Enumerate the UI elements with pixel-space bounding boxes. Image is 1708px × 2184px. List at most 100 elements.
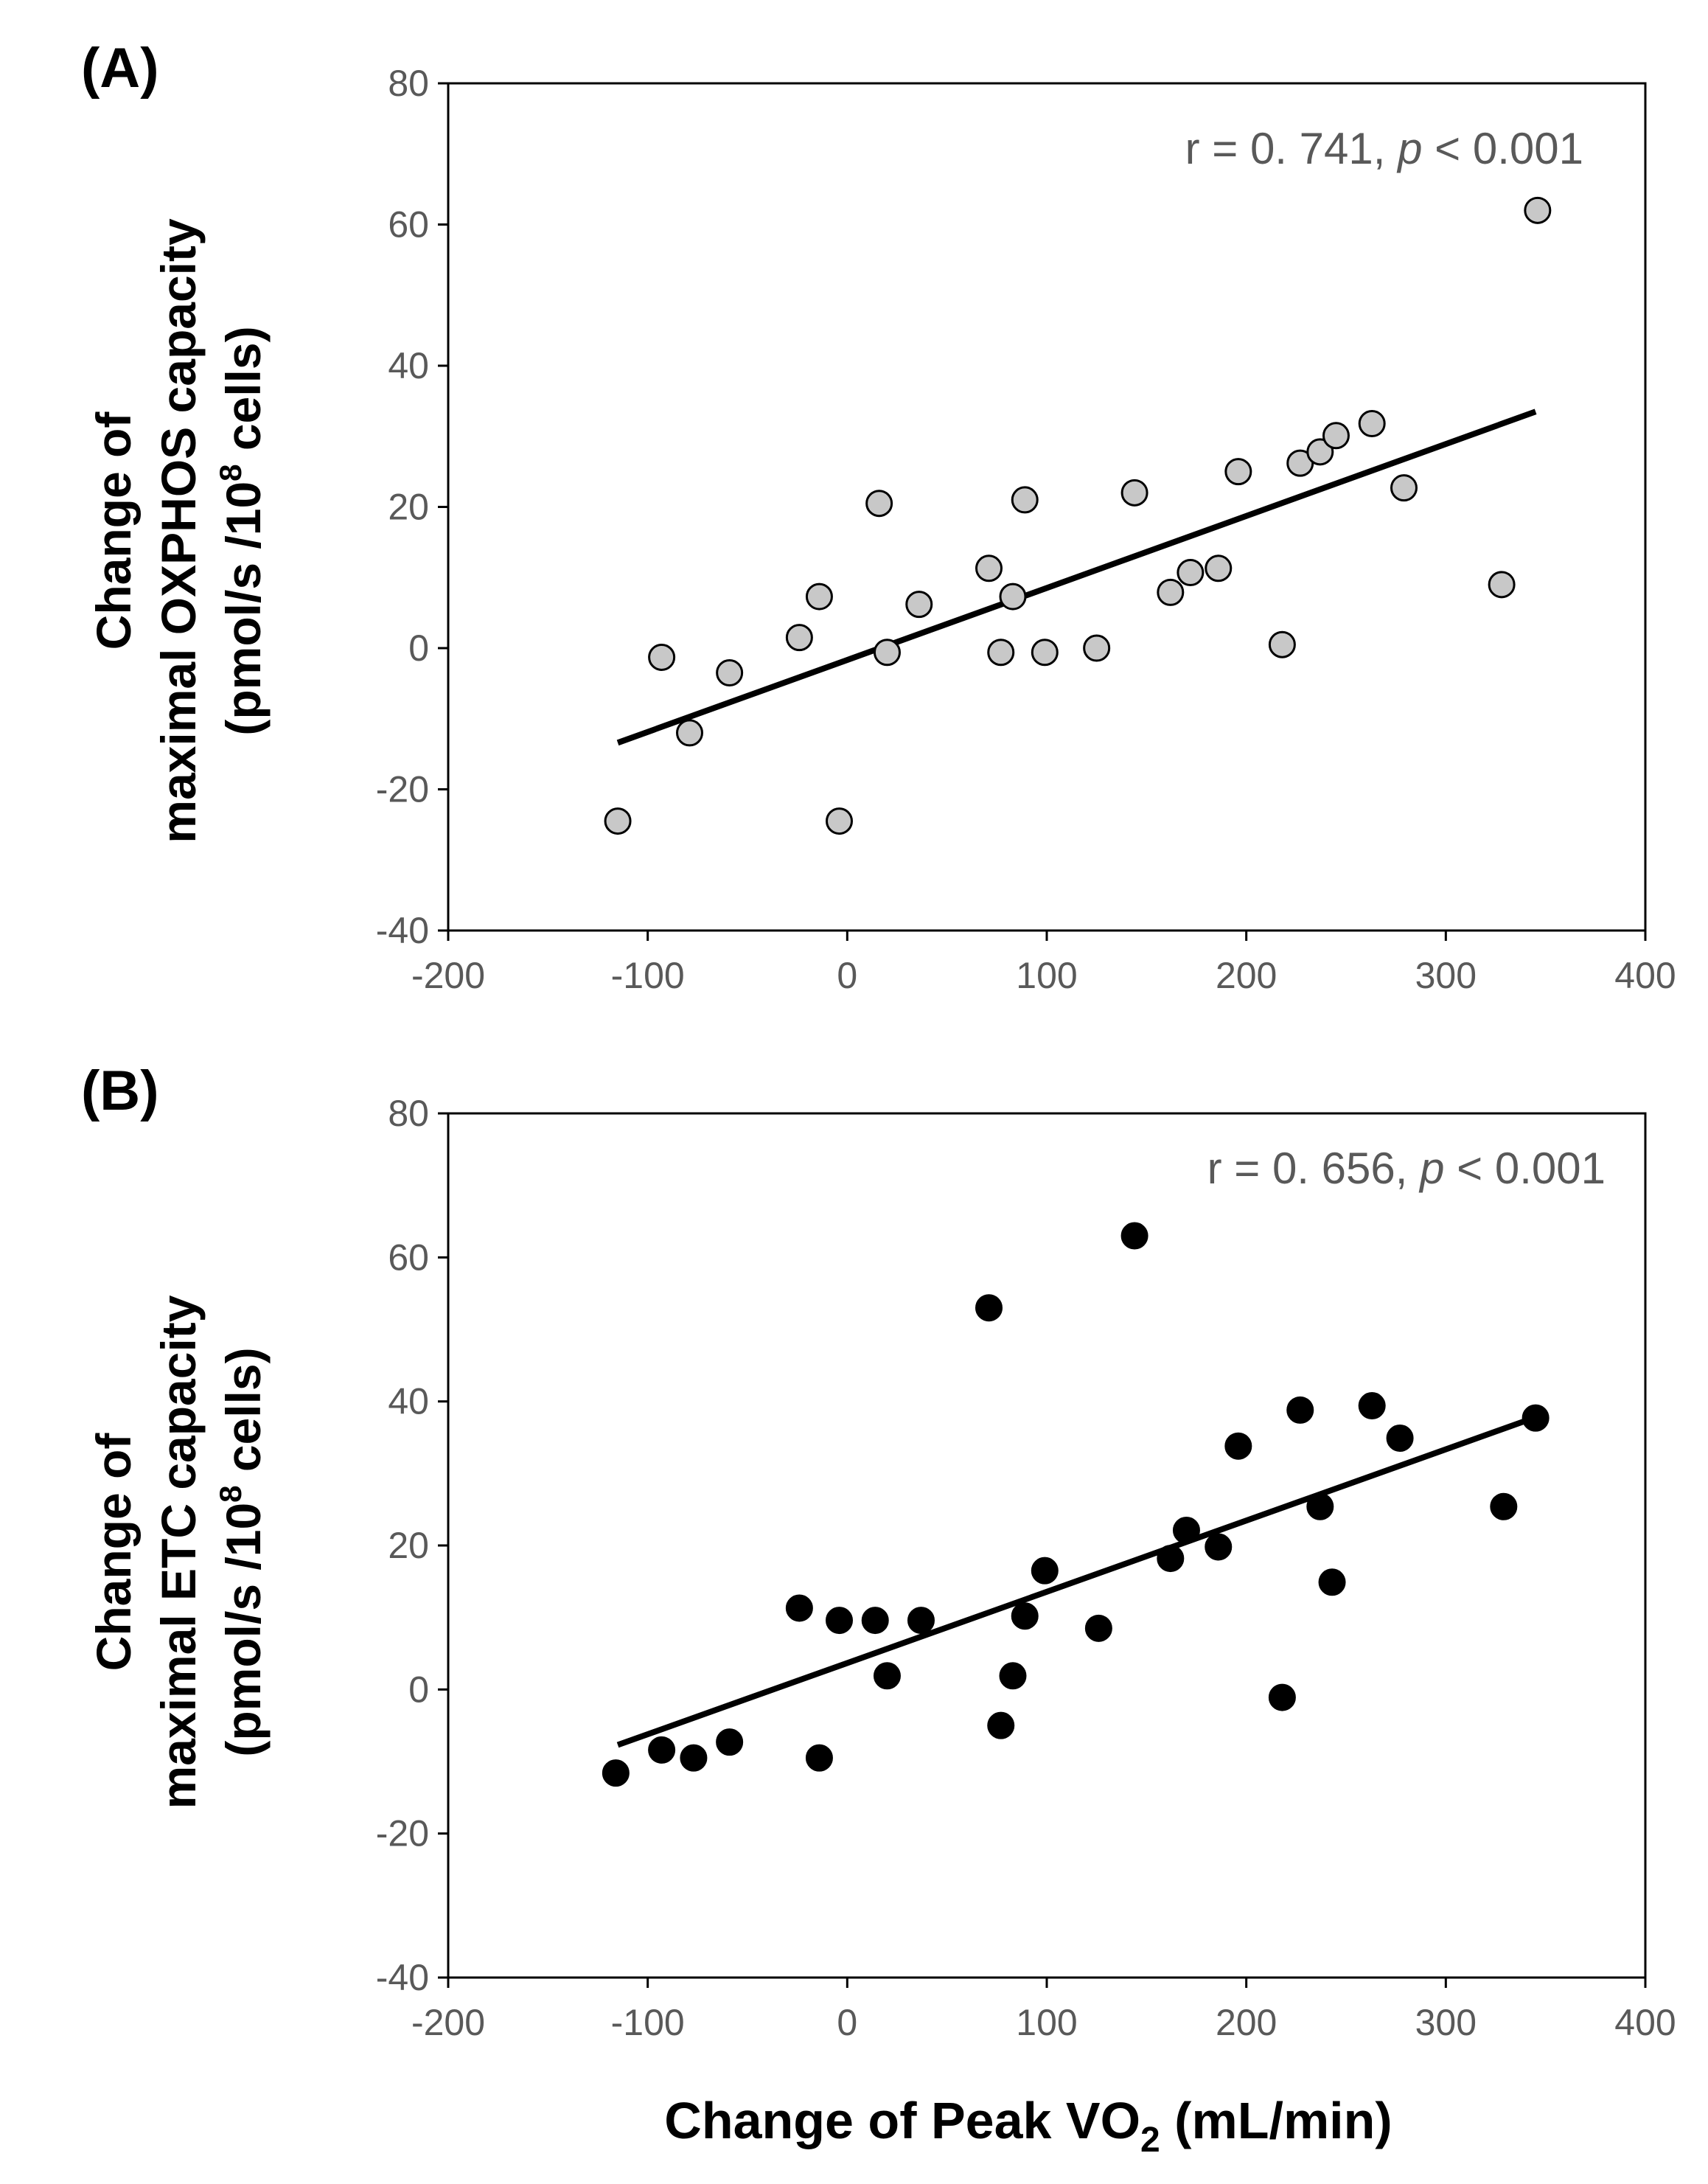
panel-a-x-tick-label: 400 [1614,955,1676,996]
panel-b-data-point [1120,1222,1148,1250]
panel-a-data-point [1306,438,1334,466]
panel-a-data-point [987,639,1015,667]
panel-a-data-point [905,591,933,619]
panel-a-data-point [785,624,813,652]
panel-a-data-point [1120,479,1148,507]
panel-b-y-tick-label: 40 [388,1381,429,1422]
panel-b-x-tick-label: 0 [837,2002,857,2043]
panel-b-data-point [1011,1602,1039,1630]
panel-a-y-title-line3-main: (pmol/s /10 [216,481,271,736]
panel-b-r-value: r = 0. 656, [1207,1144,1421,1193]
panel-b-x-tick-label: 300 [1415,2002,1477,2043]
panel-b-data-point [1386,1424,1414,1452]
panel-b-x-tick-label: 400 [1614,2002,1676,2043]
panel-a-x-tick-label: 100 [1016,955,1077,996]
panel-b-x-tick-label: 100 [1016,2002,1077,2043]
panel-b-y-title-superscript: 8 [213,1485,248,1502]
panel-a-y-tick-label: 20 [388,487,429,528]
panel-a-y-tick-label: 80 [388,63,429,104]
panel-b-trendline [616,1414,1537,1748]
panel-b-data-point [1358,1392,1386,1420]
panel-b-y-title-line1: Change of [86,1433,141,1672]
panel-b-correlation-annotation: r = 0. 656, p < 0.001 [1207,1144,1606,1193]
panel-b-data-point [602,1759,630,1787]
panel-b-data-point [999,1662,1027,1690]
panel-a-data-point [1031,639,1059,667]
panel-a-y-tick-label: 0 [408,627,429,669]
panel-b-data-point [805,1744,833,1772]
panel-b-y-tick-label: 20 [388,1525,429,1566]
panel-a-data-point [873,639,901,667]
panel-a-y-title: Change of maximal OXPHOS capacity (pmol/… [86,218,271,844]
panel-a-data-point [1488,571,1516,599]
panel-a-data-point [1157,578,1185,606]
panel-b-p-value: < 0.001 [1444,1144,1606,1193]
panel-b-data-point [907,1607,935,1635]
panel-a-x-tick-label: 0 [837,955,857,996]
panel-b-data-point [1084,1614,1112,1642]
panel-a-data-point [1322,422,1350,450]
panel-a-r-value: r = 0. 741, [1185,124,1398,173]
panel-a-y-tick-label: -40 [376,910,429,951]
panel-b-data-point [680,1744,708,1772]
panel-a-x-tick-label: -100 [611,955,685,996]
panel-b-data-point [1286,1396,1314,1424]
panel-b-data-point [1172,1516,1200,1544]
panel-a-y-title-line2: maximal OXPHOS capacity [151,218,206,844]
panel-b: (B) Change of maximal ETC capacity (pmol… [81,1060,1676,2043]
panel-b-data-point [716,1728,744,1756]
panel-a-data-point [1390,474,1418,502]
panel-a-x-tick-label: -200 [411,955,485,996]
panel-a-plot-frame [447,82,1647,932]
panel-a-data-point [604,807,632,835]
panel-a-data-point [826,807,854,835]
panel-a-y-tick-label: -20 [376,769,429,810]
panel-b-data-point [987,1711,1015,1739]
panel-a-data-point [1083,634,1111,662]
panel-a-p-symbol: p [1396,124,1422,173]
panel-a-data-point [716,659,744,687]
panel-b-data-point [975,1294,1003,1322]
x-axis-title: Change of Peak VO2 (mL/min) [664,2092,1392,2160]
panel-a-data-point [1205,554,1233,582]
panel-a: (A) Change of maximal OXPHOS capacity (p… [81,37,1676,996]
panel-b-p-symbol: p [1418,1144,1444,1193]
panel-a-y-title-line3: (pmol/s /108 cells) [213,326,271,735]
panel-a-x-tick-label: 300 [1415,955,1477,996]
panel-b-data-point [873,1662,901,1690]
panel-a-data-point [975,554,1003,582]
panel-b-y-title-line2: maximal ETC capacity [151,1295,206,1809]
panel-a-y-title-line1: Change of [86,411,141,650]
panel-a-data-point [999,582,1027,611]
panel-b-y-title: Change of maximal ETC capacity (pmol/s /… [86,1295,271,1809]
panel-a-data-point [1224,458,1252,486]
panel-b-plot-frame [447,1112,1647,1979]
panel-a-label: (A) [81,37,159,100]
panel-b-y-tick-label: 60 [388,1237,429,1278]
panel-b-data-point [861,1607,889,1635]
panel-b-data-point [1306,1492,1334,1520]
x-axis-title-tail: (mL/min) [1160,2092,1392,2149]
panel-b-y-tick-label: 0 [408,1669,429,1710]
panel-b-label: (B) [81,1060,159,1122]
panel-b-y-tick-label: -20 [376,1813,429,1854]
panel-b-data-point [1490,1492,1518,1520]
panel-a-y-title-superscript: 8 [213,464,248,481]
x-axis-title-main: Change of Peak VO [664,2092,1140,2149]
panel-a-correlation-annotation: r = 0. 741, p < 0.001 [1185,124,1583,173]
panel-b-y-tick-label: 80 [388,1093,429,1134]
panel-a-y-tick-label: 40 [388,345,429,386]
panel-b-y-title-line3-tail: cells) [216,1347,271,1485]
panel-a-y-tick-label: 60 [388,204,429,246]
panel-b-x-tick-label: -100 [611,2002,685,2043]
panel-b-data-point [1268,1683,1296,1711]
panel-b-y-title-line3-main: (pmol/s /10 [216,1503,271,1757]
panel-b-data-point [648,1736,676,1764]
panel-a-trendline [616,408,1537,746]
panel-a-y-title-line3-tail: cells) [216,326,271,464]
panel-a-x-tick-label: 200 [1216,955,1277,996]
panel-a-data-point [1524,196,1552,224]
panel-b-data-point [1157,1545,1185,1573]
panel-b-data-point [785,1594,813,1622]
panel-b-data-point [1205,1533,1233,1561]
